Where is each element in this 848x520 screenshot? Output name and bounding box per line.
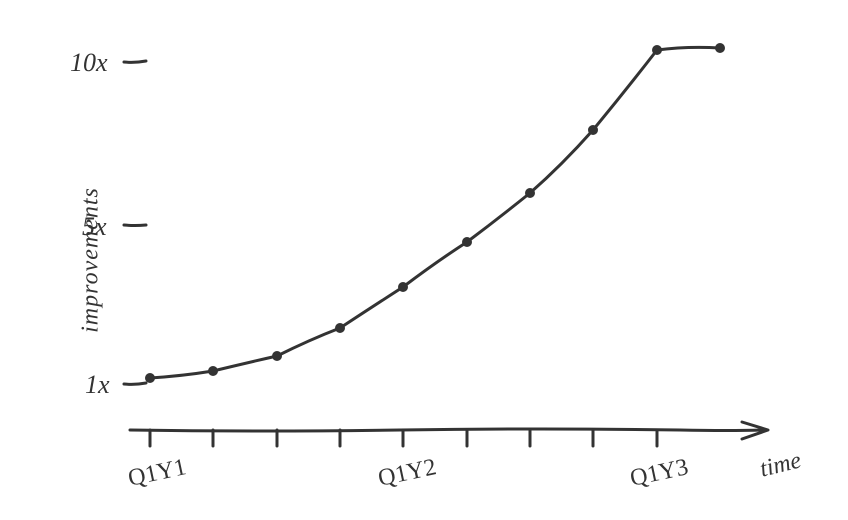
data-point xyxy=(525,188,535,198)
data-point xyxy=(462,237,472,247)
data-point xyxy=(588,125,598,135)
improvements-chart: improvements 10x 5x 1x Q1Y1 Q1Y2 Q1Y3 ti… xyxy=(0,0,848,520)
chart-svg xyxy=(0,0,848,520)
data-point xyxy=(335,323,345,333)
series-line xyxy=(150,47,720,378)
data-point xyxy=(272,351,282,361)
data-point xyxy=(145,373,155,383)
y-tick-dash-10x xyxy=(124,61,146,62)
data-point xyxy=(208,366,218,376)
y-tick-dash-1x xyxy=(124,383,146,384)
x-axis-line xyxy=(130,429,762,431)
data-point xyxy=(398,282,408,292)
data-point xyxy=(715,43,725,53)
y-tick-dash-5x xyxy=(124,225,146,226)
data-point xyxy=(652,45,662,55)
